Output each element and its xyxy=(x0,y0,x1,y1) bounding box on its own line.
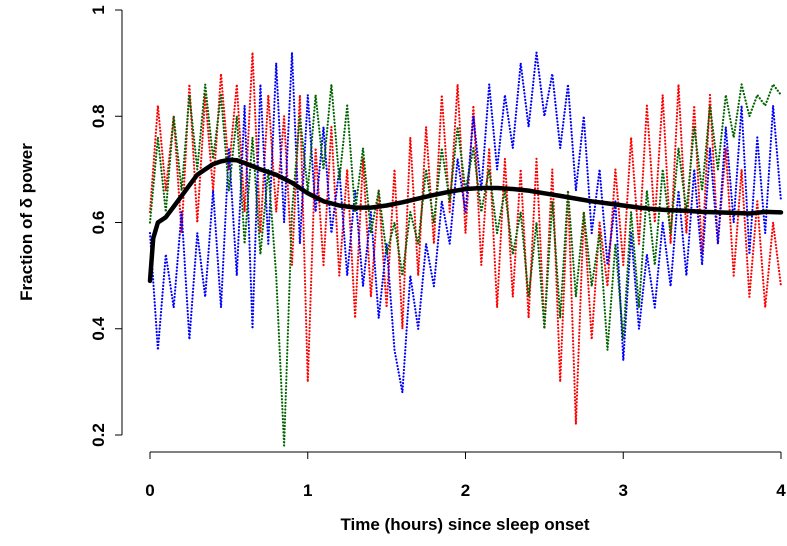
x-tick-label: 2 xyxy=(461,481,470,500)
y-tick-label: 0.4 xyxy=(89,316,108,340)
axes: 0 1 2 3 4 0.2 0.4 0.6 0.8 1 xyxy=(89,5,786,500)
y-tick-label: 0.2 xyxy=(89,423,108,447)
plot-area xyxy=(147,51,784,447)
series-line-2 xyxy=(148,51,783,394)
x-axis-title: Time (hours) since sleep onset xyxy=(340,515,589,534)
mean-curve xyxy=(147,157,784,284)
x-tick-label: 0 xyxy=(145,481,154,500)
x-tick-label: 3 xyxy=(619,481,628,500)
y-tick-label: 1 xyxy=(89,5,108,14)
x-tick-label: 1 xyxy=(303,481,312,500)
x-tick-label: 4 xyxy=(776,481,786,500)
y-axis-title: Fraction of δ power xyxy=(17,143,36,301)
y-tick-label: 0.8 xyxy=(89,104,108,128)
series-line-1 xyxy=(148,51,783,426)
y-tick-label: 0.6 xyxy=(89,211,108,235)
